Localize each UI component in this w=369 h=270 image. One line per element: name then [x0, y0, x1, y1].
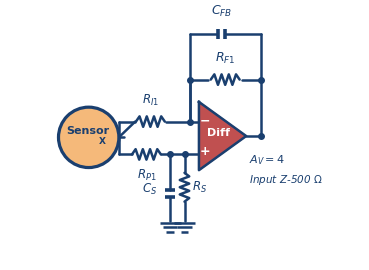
Text: $R_S$: $R_S$ [192, 180, 207, 195]
Text: +: + [199, 144, 210, 158]
Text: $C_{FB}$: $C_{FB}$ [211, 4, 232, 19]
Text: $R_{P1}$: $R_{P1}$ [137, 168, 156, 183]
Text: Input Z-500 $\Omega$: Input Z-500 $\Omega$ [249, 173, 323, 187]
Text: $R_{F1}$: $R_{F1}$ [215, 51, 235, 66]
Circle shape [59, 107, 119, 168]
Text: X: X [99, 137, 106, 146]
Text: Sensor: Sensor [66, 126, 109, 136]
Polygon shape [199, 102, 246, 170]
Text: Diff: Diff [207, 129, 230, 139]
Text: $R_{I1}$: $R_{I1}$ [142, 93, 159, 108]
Text: $A_V = 4$: $A_V = 4$ [249, 153, 285, 167]
Text: $C_S$: $C_S$ [142, 182, 158, 197]
Text: −: − [200, 114, 210, 127]
